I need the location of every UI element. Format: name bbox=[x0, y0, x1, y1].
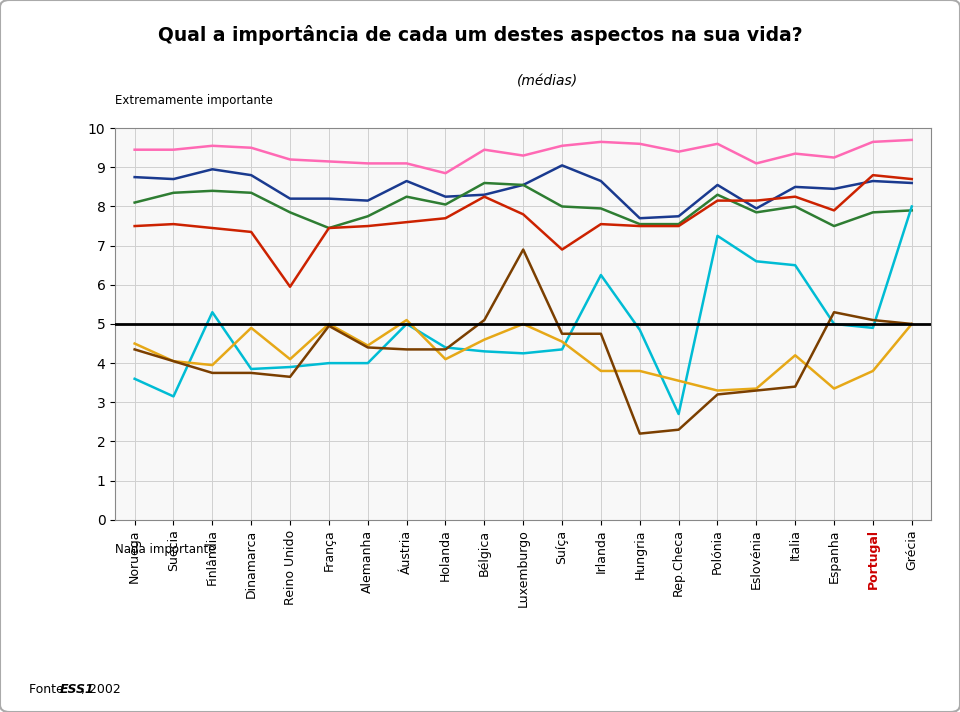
Text: ESS1: ESS1 bbox=[60, 684, 94, 696]
Text: Extremamente importante: Extremamente importante bbox=[115, 93, 273, 107]
Text: Nada importante: Nada importante bbox=[115, 543, 216, 556]
Text: , 2002: , 2002 bbox=[81, 684, 120, 696]
Text: (médias): (médias) bbox=[516, 75, 578, 89]
Text: Qual a importância de cada um destes aspectos na sua vida?: Qual a importância de cada um destes asp… bbox=[157, 25, 803, 45]
Text: Fonte:: Fonte: bbox=[29, 684, 72, 696]
